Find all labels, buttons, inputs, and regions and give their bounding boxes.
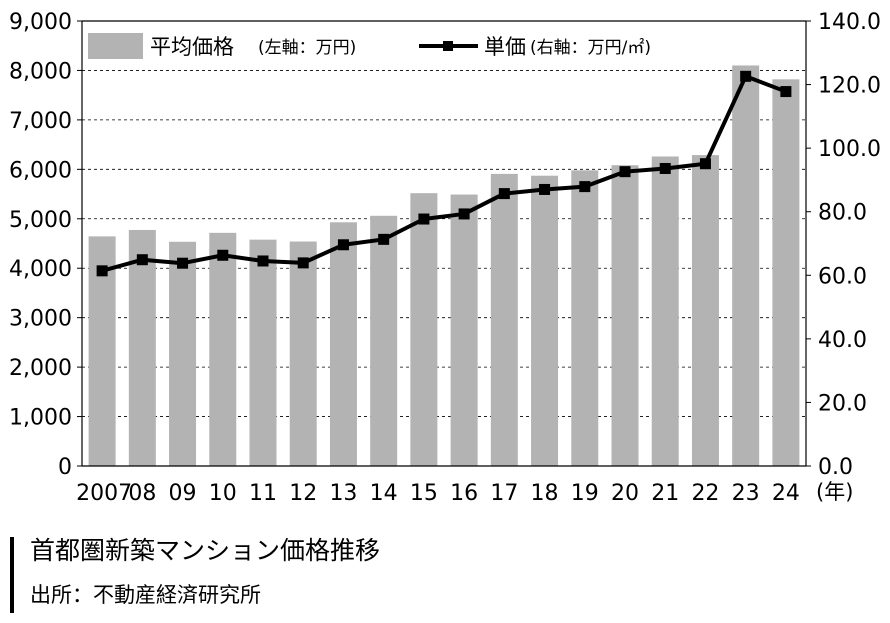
unit-price-marker-11 — [257, 255, 269, 267]
left-tick-label: 0 — [58, 455, 72, 480]
x-tick-label: 16 — [450, 481, 478, 506]
unit-price-marker-20 — [619, 166, 631, 178]
bar-15 — [410, 193, 438, 466]
bar-18 — [531, 175, 559, 466]
unit-price-marker-24 — [780, 86, 792, 98]
x-tick-label: 09 — [169, 481, 197, 506]
right-tick-label: 80.0 — [818, 201, 867, 226]
x-tick-label: 18 — [531, 481, 559, 506]
right-tick-label: 40.0 — [818, 328, 867, 353]
left-tick-label: 1,000 — [9, 406, 72, 431]
x-axis-unit-label: (年) — [816, 480, 853, 504]
unit-price-marker-13 — [337, 239, 349, 251]
left-tick-label: 5,000 — [9, 208, 72, 233]
x-tick-label: 19 — [571, 481, 599, 506]
left-tick-label: 4,000 — [9, 257, 72, 282]
bar-13 — [329, 222, 357, 466]
bar-24 — [772, 79, 800, 466]
unit-price-marker-08 — [136, 254, 148, 266]
left-tick-label: 7,000 — [9, 109, 72, 134]
left-tick-label: 2,000 — [9, 356, 72, 381]
right-tick-label: 20.0 — [818, 391, 867, 416]
legend-line-axis-note: (右軸：万円/㎡) — [530, 38, 651, 58]
left-tick-label: 8,000 — [9, 59, 72, 84]
bar-17 — [490, 173, 518, 467]
right-tick-label: 100.0 — [818, 137, 881, 162]
x-tick-label: 11 — [249, 481, 277, 506]
x-tick-label: 14 — [370, 481, 398, 506]
bar-10 — [209, 232, 237, 466]
unit-price-marker-23 — [740, 70, 752, 82]
unit-price-marker-14 — [378, 233, 390, 245]
x-tick-label: 17 — [490, 481, 518, 506]
legend-line-marker — [443, 41, 453, 51]
price-trend-chart: 0 1,000 2,000 3,000 4,000 5,000 6,000 7,000 8,00… — [9, 10, 881, 506]
x-tick-label: 08 — [128, 481, 156, 506]
unit-price-marker-10 — [217, 249, 229, 261]
bar-19 — [571, 170, 599, 467]
chart-caption-title: 首都圏新築マンション価格推移 — [30, 536, 381, 565]
unit-price-marker-21 — [659, 162, 671, 174]
x-tick-label: 13 — [329, 481, 357, 506]
right-tick-label: 120.0 — [818, 74, 881, 99]
unit-price-marker-17 — [498, 188, 510, 200]
axes — [81, 20, 807, 467]
unit-price-marker-15 — [418, 213, 430, 225]
right-axis-ticks: 0.0 20.0 40.0 60.0 80.0 100.0 120.0 140.0 — [806, 10, 881, 480]
bar-08 — [128, 229, 156, 466]
unit-price-marker-2007 — [96, 265, 108, 277]
unit-price-marker-19 — [579, 181, 591, 193]
legend: 平均価格 (左軸：万円) 単価 (右軸：万円/㎡) — [88, 33, 651, 59]
line-series-unit-price — [96, 70, 792, 277]
right-tick-label: 60.0 — [818, 264, 867, 289]
bar-12 — [289, 241, 317, 466]
right-tick-label: 0.0 — [818, 455, 853, 480]
bar-16 — [450, 194, 478, 467]
bar-22 — [691, 155, 719, 467]
legend-bar-label: 平均価格 — [150, 35, 234, 59]
x-tick-label: 12 — [289, 481, 317, 506]
legend-line-label: 単価 — [484, 35, 526, 59]
left-axis-ticks: 0 1,000 2,000 3,000 4,000 5,000 6,000 7,000 8,00… — [9, 10, 82, 480]
x-tick-label: 22 — [691, 481, 719, 506]
unit-price-marker-16 — [458, 208, 470, 220]
caption-accent-bar — [10, 537, 14, 613]
chart-caption-source: 出所：不動産経済研究所 — [30, 583, 261, 607]
right-tick-label: 140.0 — [818, 10, 881, 35]
bar-11 — [249, 239, 277, 466]
left-tick-label: 9,000 — [9, 10, 72, 35]
bar-series-average-price — [88, 65, 800, 467]
left-tick-label: 6,000 — [9, 158, 72, 183]
left-tick-label: 3,000 — [9, 307, 72, 332]
legend-bar-swatch — [88, 33, 143, 59]
legend-bar-axis-note: (左軸：万円) — [258, 38, 356, 58]
unit-price-marker-22 — [699, 158, 711, 170]
bar-14 — [370, 215, 398, 466]
unit-price-marker-12 — [297, 257, 309, 269]
x-tick-label: 24 — [772, 481, 800, 506]
bar-23 — [732, 65, 760, 466]
bar-09 — [169, 241, 197, 466]
x-tick-label: 15 — [410, 481, 438, 506]
bar-20 — [611, 165, 639, 467]
unit-price-marker-18 — [539, 183, 551, 195]
unit-price-marker-09 — [177, 257, 189, 269]
bar-21 — [651, 156, 679, 466]
x-tick-label: 23 — [732, 481, 760, 506]
x-tick-label: 20 — [611, 481, 639, 506]
x-tick-label: 10 — [209, 481, 237, 506]
x-tick-label: 21 — [651, 481, 679, 506]
unit-price-line — [101, 74, 787, 273]
x-tick-label: 2007 — [76, 481, 132, 506]
